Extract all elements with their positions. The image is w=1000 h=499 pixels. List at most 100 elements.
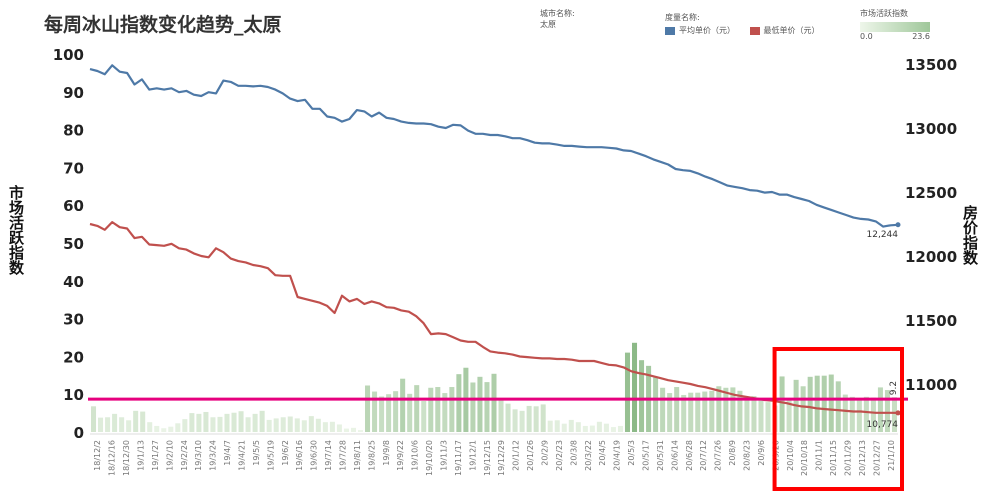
activity-bar — [842, 394, 848, 432]
activity-bar — [393, 391, 399, 432]
x-tick-label: 19/12/1 — [468, 440, 477, 471]
activity-bar — [653, 377, 659, 432]
x-tick-label: 20/12/27 — [872, 440, 881, 476]
highlight-box — [772, 347, 904, 491]
activity-bar — [526, 405, 532, 432]
activity-bar — [252, 413, 258, 432]
activity-bar — [231, 412, 237, 432]
activity-bar — [835, 381, 841, 432]
activity-bar — [182, 419, 188, 432]
activity-bar — [891, 397, 897, 432]
minimum-price-endpoint — [895, 410, 901, 416]
x-tick-label: 20/1/26 — [526, 440, 535, 471]
activity-bar — [821, 375, 827, 432]
activity-bar — [329, 421, 335, 432]
activity-bar — [512, 409, 518, 432]
activity-bar — [849, 396, 855, 432]
activity-bar — [161, 428, 167, 432]
activity-bar — [568, 419, 574, 432]
x-tick-label: 20/4/19 — [613, 440, 622, 471]
activity-bar — [667, 393, 673, 432]
x-tick-label: 20/11/15 — [829, 440, 838, 476]
activity-bar — [695, 392, 701, 432]
activity-legend-min: 0.0 — [860, 32, 873, 41]
activity-bar — [379, 396, 385, 432]
metric-legend: 度量名称: 平均单价（元） 最低单价（元） — [665, 12, 832, 37]
x-tick-label: 20/8/23 — [743, 440, 752, 471]
activity-bar — [224, 413, 230, 432]
average-price-line — [89, 64, 899, 228]
activity-bar — [336, 424, 342, 432]
activity-bar — [322, 422, 328, 432]
x-tick-label: 19/11/17 — [454, 440, 463, 476]
y-left-tick-label: 0 — [74, 424, 84, 442]
x-tick-label: 19/6/16 — [295, 440, 304, 471]
activity-bar — [98, 417, 104, 432]
x-tick-label: 19/3/24 — [209, 440, 218, 471]
activity-bar — [617, 425, 623, 432]
city-filter-value: 太原 — [540, 20, 556, 29]
activity-bar — [91, 406, 97, 432]
average-price-end-label: 12,244 — [867, 230, 899, 240]
y-left-tick-label: 100 — [53, 46, 84, 64]
x-tick-label: 20/7/26 — [714, 440, 723, 471]
activity-bar — [723, 387, 729, 432]
activity-bar — [477, 376, 483, 432]
x-tick-label: 20/12/13 — [858, 440, 867, 476]
y-axis-left-title: 市场活跃指数 — [7, 185, 25, 275]
activity-bar — [238, 411, 244, 432]
x-tick-label: 18/12/2 — [93, 440, 102, 471]
activity-legend-label: 市场活跃指数 — [860, 9, 908, 18]
activity-bar — [407, 393, 413, 432]
activity-bar — [765, 402, 771, 432]
activity-bar — [400, 378, 406, 432]
legend-item-minimum: 最低单价（元） — [749, 25, 820, 36]
y-left-tick-label: 90 — [63, 84, 84, 102]
x-tick-label: 19/11/3 — [440, 440, 449, 471]
x-tick-label: 19/7/28 — [339, 440, 348, 471]
activity-gradient-bar — [860, 22, 930, 32]
activity-bar — [674, 387, 680, 432]
activity-bar — [287, 416, 293, 432]
x-tick-label: 20/7/12 — [699, 440, 708, 471]
x-tick-label: 20/9/6 — [757, 440, 766, 466]
activity-end-label: 9.2 — [889, 381, 899, 395]
activity-bar — [596, 421, 602, 432]
activity-bar — [814, 375, 820, 432]
activity-bar — [716, 386, 722, 432]
activity-bar — [561, 423, 567, 432]
x-tick-label: 19/1/27 — [151, 440, 160, 471]
x-tick-label: 20/6/28 — [685, 440, 694, 471]
activity-bar — [610, 427, 616, 432]
legend-item-average: 平均单价（元） — [665, 25, 735, 36]
activity-bar — [660, 387, 666, 432]
activity-bar — [119, 417, 125, 432]
x-tick-label: 20/4/5 — [598, 440, 607, 466]
activity-bar — [456, 374, 462, 432]
y-right-tick-label: 13500 — [905, 56, 957, 74]
activity-bar — [786, 399, 792, 432]
activity-bar — [414, 385, 420, 432]
activity-bar — [575, 422, 581, 432]
x-tick-label: 20/3/8 — [569, 440, 578, 466]
activity-bar — [681, 394, 687, 432]
legend-swatch-average — [665, 26, 675, 35]
activity-bar — [449, 387, 455, 432]
activity-bar — [386, 394, 392, 432]
activity-bar — [505, 403, 511, 432]
y-left-tick-label: 50 — [63, 235, 84, 253]
y-left-tick-label: 60 — [63, 197, 84, 215]
activity-bar — [435, 387, 441, 432]
activity-bar — [357, 430, 364, 432]
y-right-tick-label: 11500 — [905, 312, 957, 330]
activity-bar — [589, 425, 595, 432]
legend-label-minimum: 最低单价（元） — [763, 26, 820, 35]
activity-bar — [308, 416, 314, 432]
activity-bar — [259, 410, 265, 432]
activity-bar — [877, 387, 883, 432]
x-tick-label: 18/12/30 — [122, 440, 131, 476]
y-left-tick-label: 30 — [63, 311, 84, 329]
x-tick-label: 19/9/8 — [382, 440, 391, 466]
x-tick-label: 19/3/10 — [194, 440, 203, 471]
x-tick-label: 20/5/31 — [656, 440, 665, 471]
